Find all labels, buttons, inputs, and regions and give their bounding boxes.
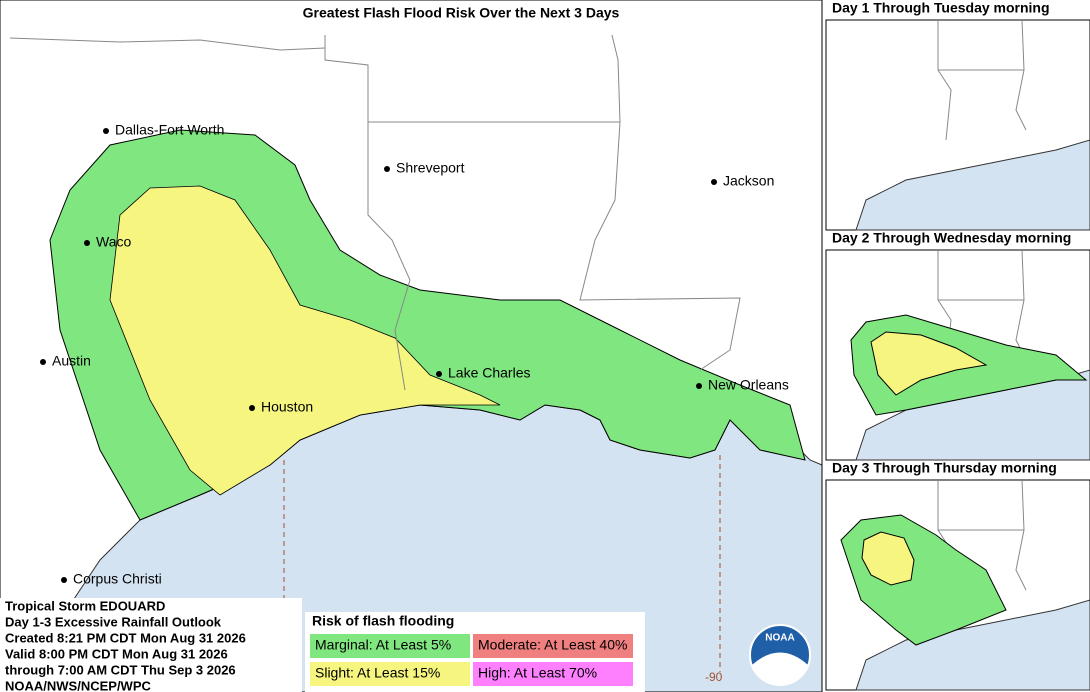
inset-slight-area — [870, 331, 988, 396]
city-dot — [436, 371, 442, 377]
city-label: Austin — [52, 353, 91, 369]
city-dot — [696, 383, 702, 389]
city-label: Jackson — [723, 173, 774, 189]
legend-swatch — [473, 634, 633, 658]
info-line: Created 8:21 PM CDT Mon Aug 31 2026 — [5, 630, 246, 645]
legend-swatch — [473, 662, 633, 686]
city-label: Shreveport — [396, 160, 465, 176]
info-box — [0, 598, 302, 692]
legend: Marginal: At Least 5% Moderate: At Least … — [310, 634, 633, 686]
city-label: Houston — [261, 399, 313, 415]
city-dot — [711, 179, 717, 185]
legend-swatch — [310, 634, 470, 658]
city-dot — [384, 166, 390, 172]
inset-slight-area — [861, 531, 915, 586]
city-dot — [103, 128, 109, 134]
city-dot — [40, 359, 46, 365]
inset: Day 2 Through Wednesday morning — [825, 230, 1090, 461]
legend-label: High: At Least 70% — [478, 665, 597, 681]
inset-gulf — [855, 139, 1090, 231]
logo-text: NOAA — [765, 633, 794, 644]
longitude-label: -90 — [705, 670, 723, 684]
city-label: Waco — [96, 234, 131, 250]
inset-title: Day 3 Through Thursday morning — [832, 460, 1057, 476]
state-line — [324, 35, 411, 391]
inset-state-line — [937, 19, 1027, 141]
city-label: Corpus Christi — [73, 571, 162, 587]
legend-label: Marginal: At Least 5% — [315, 637, 451, 653]
city-dot — [84, 240, 90, 246]
legend-label: Moderate: At Least 40% — [478, 637, 627, 653]
info-line: Valid 8:00 PM CDT Mon Aug 31 2026 — [5, 646, 228, 661]
inset-title: Day 2 Through Wednesday morning — [832, 230, 1071, 246]
info-line: Tropical Storm EDOUARD — [5, 598, 165, 613]
info-line: through 7:00 AM CDT Thu Sep 3 2026 — [5, 662, 236, 677]
info-line: NOAA/NWS/NCEP/WPC — [5, 678, 152, 692]
inset: Day 3 Through Thursday morning — [825, 460, 1090, 691]
city-dot — [249, 405, 255, 411]
slight-risk-area — [109, 185, 501, 496]
legend-title: Risk of flash flooding — [312, 613, 454, 629]
state-line — [611, 34, 621, 123]
city-label: Dallas-Fort Worth — [115, 122, 224, 138]
inset-gulf — [855, 599, 1090, 691]
legend-swatch — [310, 662, 470, 686]
map-title: Greatest Flash Flood Risk Over the Next … — [303, 5, 620, 21]
map-frame — [0, 0, 823, 692]
insets: Day 1 Through Tuesday morning Day 2 Throu… — [825, 0, 1090, 691]
inset: Day 1 Through Tuesday morning — [825, 0, 1090, 231]
inset-title: Day 1 Through Tuesday morning — [832, 0, 1050, 16]
city-dot — [61, 577, 67, 583]
city-label: Lake Charles — [448, 365, 531, 381]
city-label: New Orleans — [708, 377, 789, 393]
state-line — [9, 37, 326, 51]
legend-label: Slight: At Least 15% — [315, 665, 440, 681]
info-line: Day 1-3 Excessive Rainfall Outlook — [5, 614, 222, 629]
state-line — [368, 121, 741, 371]
noaa-logo-wave — [752, 652, 808, 685]
